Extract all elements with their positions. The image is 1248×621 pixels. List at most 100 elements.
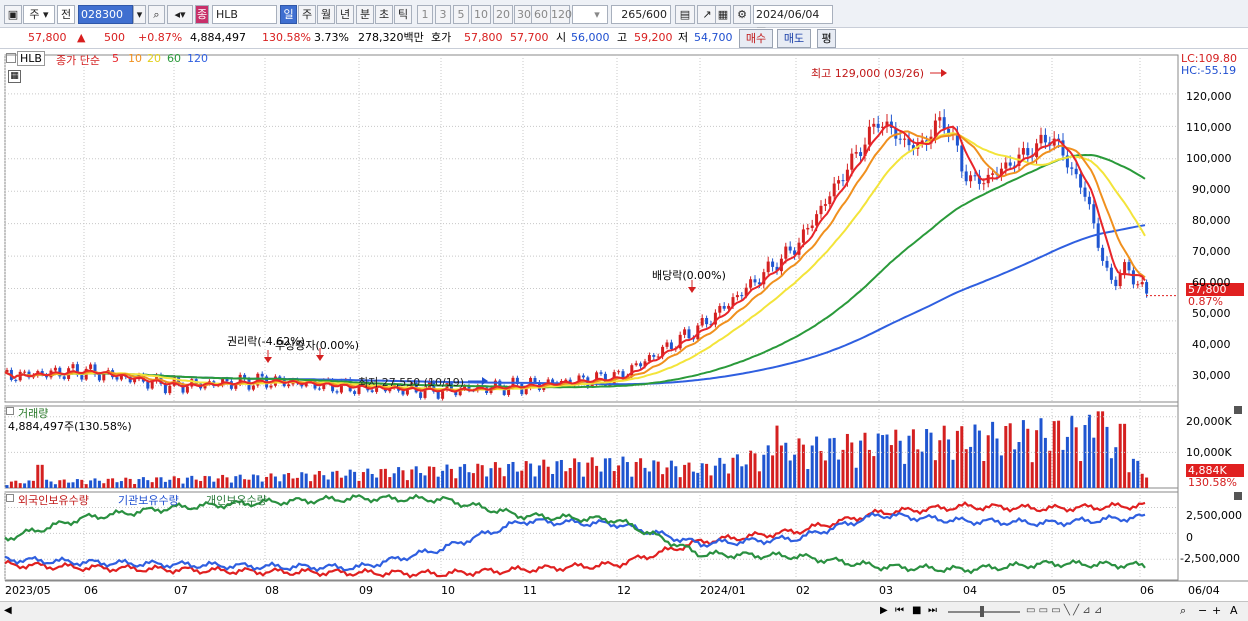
prev-button[interactable]: 전 [57, 5, 75, 24]
chart-area[interactable]: HLB 종가 단순 5 10 20 60 120 ▦ LC:109.80 HC:… [0, 50, 1248, 602]
stock-chart-svg[interactable] [0, 50, 1248, 602]
interval-10[interactable]: 10 [471, 5, 491, 24]
stock-code-input[interactable]: 028300 [78, 5, 133, 24]
candle-body [647, 355, 651, 362]
candle-body [823, 204, 827, 206]
candle-body [960, 145, 964, 172]
draw-line-icon[interactable]: ↗ [697, 5, 717, 24]
interval-60[interactable]: 60 [531, 5, 551, 24]
count-field[interactable]: 265/600 [611, 5, 671, 24]
code-dropdown-icon[interactable]: ▾ [133, 5, 146, 24]
period-day-tab[interactable]: 일 [280, 5, 297, 24]
low-label: 저 [678, 31, 689, 44]
volume-panel-handle-icon[interactable] [6, 407, 14, 415]
volume-title: 거래량 [18, 407, 49, 420]
sell-button[interactable]: 매도 [777, 29, 811, 48]
volume-bar [370, 473, 374, 488]
volume-bar [5, 485, 9, 488]
interval-120[interactable]: 120 [550, 5, 572, 24]
volume-bar [964, 449, 968, 488]
period-minute-tab[interactable]: 분 [356, 5, 374, 24]
chart-scrollbar[interactable]: ◀ ▶ ⏮ ■ ⏭ ▭ ▭ ▭ ╲ ╱ ⊿ ⊿ ⌕ − + A [0, 601, 1248, 621]
font-size-icon[interactable]: A [1230, 604, 1238, 617]
zoom-slider[interactable] [948, 611, 1020, 613]
scroll-right-icon[interactable]: ▶ [880, 605, 888, 616]
volume-bar [885, 434, 889, 488]
candle-body [58, 367, 62, 377]
candle-body [23, 371, 27, 373]
period-year-tab[interactable]: 년 [336, 5, 354, 24]
period-second-tab[interactable]: 초 [375, 5, 393, 24]
volume-bar [691, 471, 695, 488]
interval-3[interactable]: 3 [435, 5, 451, 24]
candle-body [1087, 196, 1091, 205]
period-month-tab[interactable]: 월 [317, 5, 335, 24]
candle-type-icon[interactable]: ▤ [675, 5, 695, 24]
volume-bar [573, 458, 577, 488]
interval-custom-dropdown[interactable]: ▾ [572, 5, 608, 24]
volume-bar [559, 459, 563, 488]
interval-1[interactable]: 1 [417, 5, 433, 24]
stop-icon[interactable]: ■ [912, 605, 922, 616]
candle-body [740, 295, 744, 297]
candle-body [775, 266, 779, 272]
scroll-left-icon[interactable]: ◀ [4, 605, 12, 616]
volume-bar [766, 445, 770, 488]
holder-close-icon[interactable] [1234, 492, 1242, 500]
table-icon[interactable]: ▦ [8, 70, 21, 83]
interval-5[interactable]: 5 [453, 5, 469, 24]
volume-bar [335, 470, 339, 488]
minus-icon[interactable]: − [1198, 604, 1208, 617]
rewind-icon[interactable]: ⏮ [895, 605, 904, 616]
panel-handle-icon[interactable] [6, 53, 16, 63]
candle-body [515, 377, 519, 385]
volume-bar [190, 475, 194, 488]
x-tick-12: 12 [617, 584, 631, 597]
volume-bar [441, 470, 445, 488]
x-tick-2023-05: 2023/05 [5, 584, 51, 597]
stock-name-field[interactable]: HLB [212, 5, 277, 24]
volume-bar [397, 467, 401, 488]
buy-button[interactable]: 매수 [739, 29, 773, 48]
volume-bar [1118, 423, 1122, 488]
candle-body [933, 120, 937, 137]
zoom-icon[interactable]: ⌕ [1180, 604, 1187, 617]
type-dropdown[interactable]: 주 ▾ [23, 5, 55, 24]
volume-bar [1048, 450, 1052, 488]
volume-bar [348, 469, 352, 488]
current-pct-tag: 0.87% [1188, 295, 1223, 308]
date-field[interactable]: 2024/06/04 ▦ [753, 5, 833, 38]
volume-bar [185, 477, 189, 488]
volume-bar [674, 466, 678, 488]
volume-bar [1065, 436, 1069, 488]
ma10-line [4, 130, 1146, 392]
candle-body [617, 371, 621, 373]
speaker-icon[interactable]: ◂▾ [167, 5, 193, 24]
volume-bar [361, 472, 365, 488]
volume-bar [859, 440, 863, 488]
forward-icon[interactable]: ⏭ [928, 605, 937, 616]
gear-icon[interactable]: ⚙ [733, 5, 751, 24]
volume-bar [291, 478, 295, 488]
volume-bar [1101, 411, 1105, 488]
zoom-slider-handle[interactable] [980, 606, 984, 617]
holder-panel-handle-icon[interactable] [6, 494, 14, 502]
volume-bar [476, 463, 480, 488]
volume-bar [388, 477, 392, 488]
save-icon[interactable]: ▦ [715, 5, 731, 24]
quote-bid: 57,700 [510, 31, 549, 44]
layout-icons[interactable]: ▭ ▭ ▭ ╲ ╱ ⊿ ⊿ [1026, 605, 1103, 616]
volume-bar [590, 457, 594, 488]
period-tick-tab[interactable]: 틱 [394, 5, 412, 24]
candle-body [75, 364, 79, 376]
interval-20[interactable]: 20 [493, 5, 513, 24]
volume-bar [898, 440, 902, 488]
search-icon[interactable]: ⌕ [148, 5, 165, 24]
date-value: 2024/06/04 [756, 8, 820, 21]
chart-settings-icon[interactable]: ▣ [4, 5, 22, 24]
period-week-tab[interactable]: 주 [298, 5, 316, 24]
volume-bar [797, 438, 801, 488]
eval-button[interactable]: 평 [817, 29, 836, 48]
volume-close-icon[interactable] [1234, 406, 1242, 414]
plus-icon[interactable]: + [1212, 604, 1222, 617]
